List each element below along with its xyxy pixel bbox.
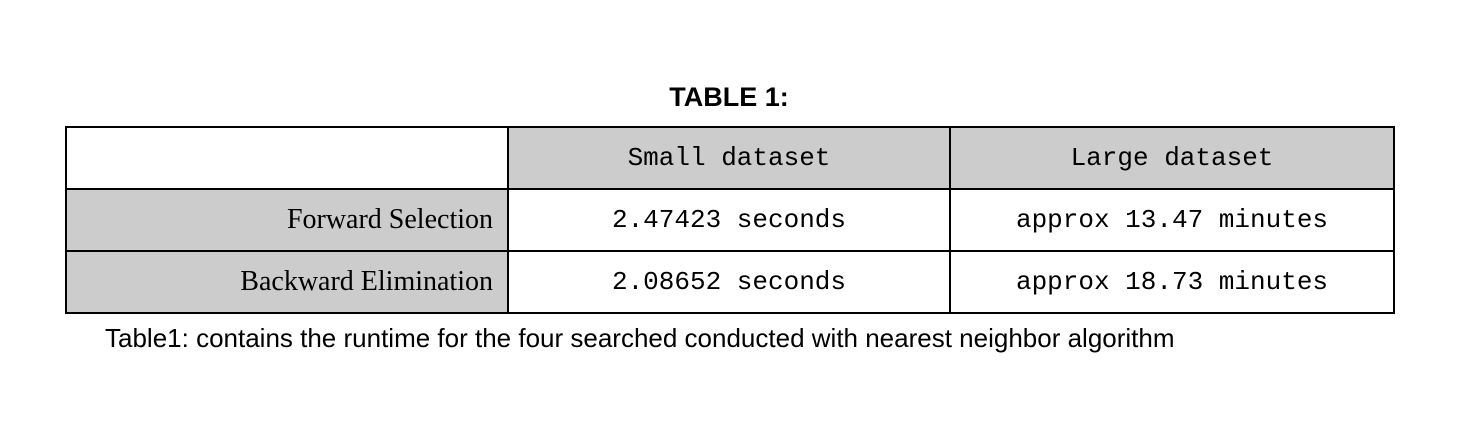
- table-corner-cell: [65, 126, 509, 190]
- table-caption: Table1: contains the runtime for the fou…: [105, 323, 1175, 353]
- table-row: Backward Elimination 2.08652 seconds app…: [65, 250, 1395, 314]
- runtime-table: Small dataset Large dataset Forward Sele…: [65, 126, 1395, 314]
- table-cell: 2.08652 seconds: [507, 250, 951, 314]
- table-row: Forward Selection 2.47423 seconds approx…: [65, 188, 1395, 252]
- table-cell: approx 13.47 minutes: [949, 188, 1395, 252]
- table-cell: approx 18.73 minutes: [949, 250, 1395, 314]
- row-header-backward-elimination: Backward Elimination: [65, 250, 509, 314]
- table-header-row: Small dataset Large dataset: [65, 126, 1395, 190]
- column-header-small-dataset: Small dataset: [507, 126, 951, 190]
- column-header-large-dataset: Large dataset: [949, 126, 1395, 190]
- table-title: TABLE 1:: [669, 82, 789, 112]
- table-cell: 2.47423 seconds: [507, 188, 951, 252]
- row-header-forward-selection: Forward Selection: [65, 188, 509, 252]
